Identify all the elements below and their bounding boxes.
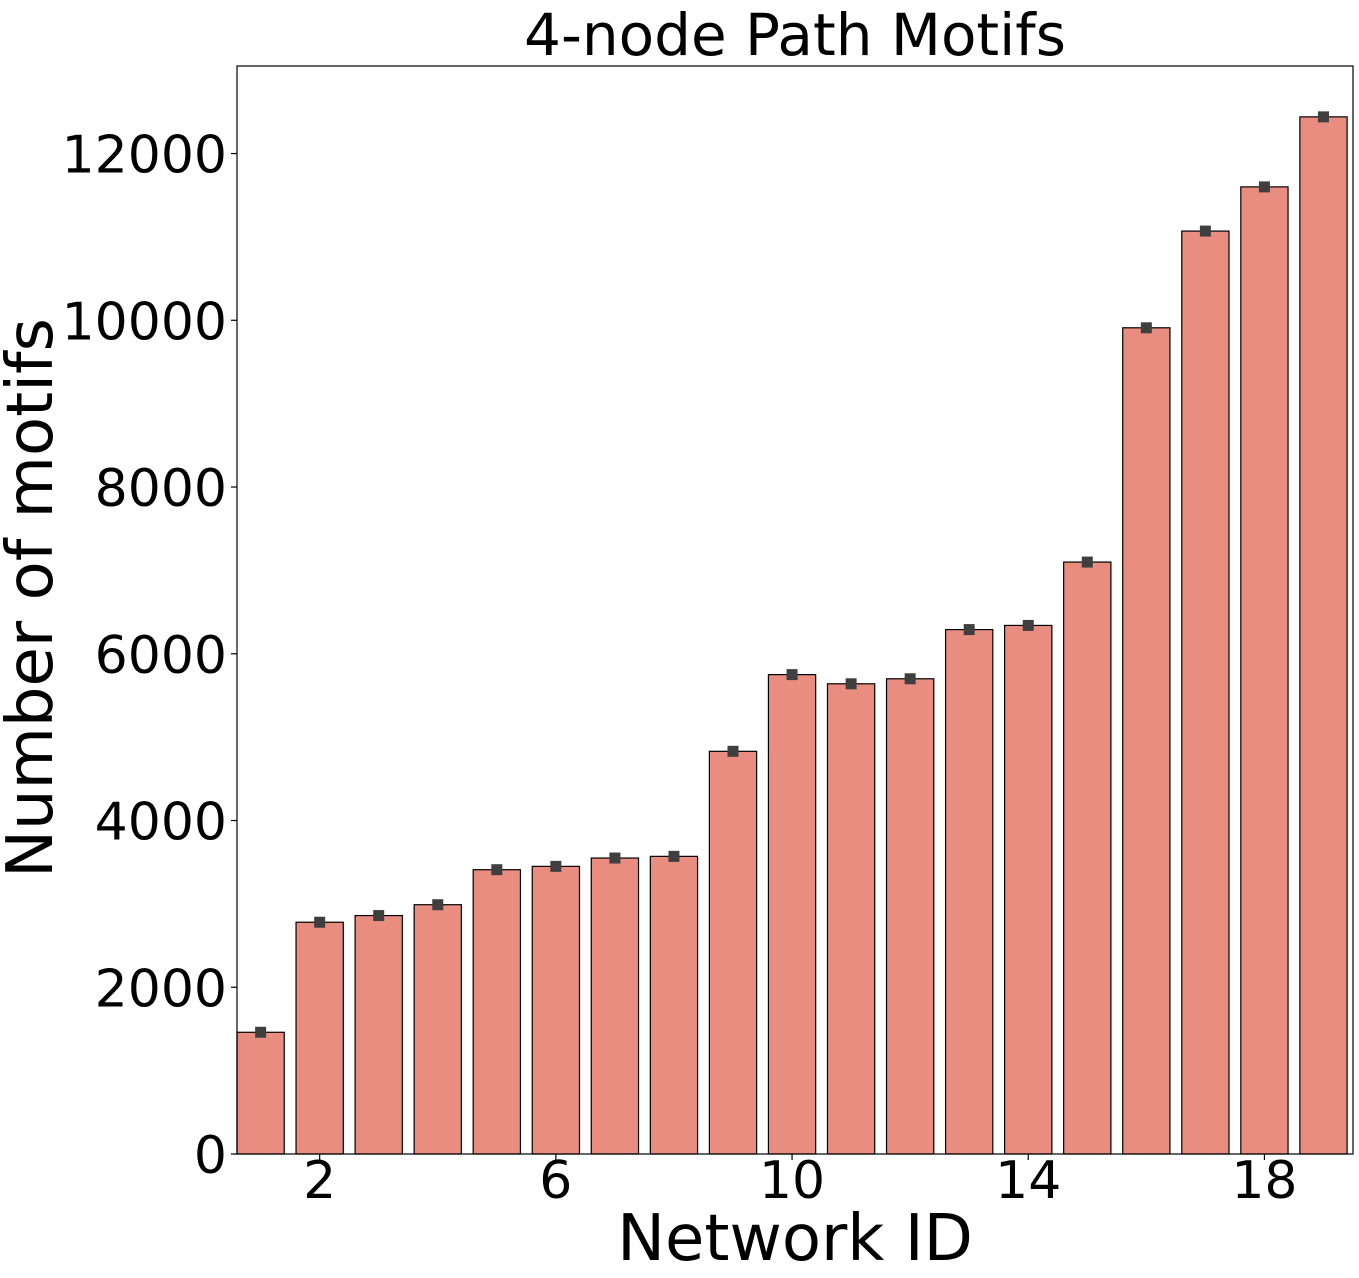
- bars-group: [236, 116, 1348, 1155]
- x-tick-label: 10: [759, 1151, 825, 1211]
- marker-3: [373, 910, 385, 922]
- y-axis-title: Number of motifs: [0, 318, 68, 878]
- y-axis: 0 2000 4000 6000 8000 10000 12000: [62, 126, 237, 1186]
- bar-10: [767, 674, 817, 1155]
- x-axis: 2 6 10 14 18: [303, 1151, 1297, 1211]
- x-tick-label: 18: [1231, 1151, 1297, 1211]
- marker-17: [1199, 225, 1211, 237]
- bar-7: [590, 857, 640, 1155]
- marker-8: [668, 850, 680, 862]
- x-tick-label: 2: [303, 1151, 336, 1211]
- marker-16: [1140, 322, 1152, 334]
- marker-9: [727, 745, 739, 757]
- bar-4: [413, 904, 462, 1155]
- marker-19: [1317, 111, 1329, 123]
- marker-18: [1258, 181, 1270, 193]
- marker-11: [845, 678, 857, 690]
- marker-13: [963, 624, 975, 636]
- bar-9: [708, 750, 758, 1155]
- y-tick-label: 12000: [62, 126, 227, 186]
- bar-5: [472, 869, 522, 1155]
- bar-11: [826, 683, 876, 1155]
- y-tick-label: 10000: [62, 292, 227, 352]
- marker-15: [1081, 556, 1093, 568]
- y-tick-label: 4000: [95, 793, 227, 853]
- y-tick-label: 6000: [95, 626, 227, 686]
- bar-8: [649, 855, 699, 1155]
- chart-title: 4-node Path Motifs: [524, 1, 1066, 69]
- y-tick-label: 0: [194, 1126, 227, 1186]
- markers-group: [255, 111, 1329, 1038]
- marker-14: [1022, 619, 1034, 631]
- plot-frame: [236, 65, 1354, 1155]
- bar-1: [236, 1031, 285, 1155]
- marker-2: [314, 916, 326, 928]
- bar-3: [354, 914, 403, 1155]
- x-tick-label: 14: [995, 1151, 1061, 1211]
- marker-12: [904, 673, 916, 685]
- x-tick-label: 6: [539, 1151, 572, 1211]
- bar-18: [1240, 186, 1289, 1155]
- bar-13: [944, 628, 994, 1155]
- bar-12: [885, 678, 935, 1155]
- marker-5: [491, 864, 503, 876]
- bar-2: [295, 921, 344, 1155]
- bar-14: [1004, 624, 1053, 1155]
- marker-1: [255, 1026, 267, 1038]
- x-axis-title: Network ID: [617, 1202, 973, 1276]
- bar-17: [1181, 230, 1230, 1155]
- y-tick-label: 2000: [95, 959, 227, 1019]
- marker-4: [432, 899, 444, 911]
- bar-6: [531, 865, 581, 1155]
- bar-19: [1299, 116, 1348, 1155]
- y-tick-label: 8000: [95, 459, 227, 519]
- bar-15: [1063, 561, 1112, 1155]
- marker-7: [609, 852, 621, 864]
- marker-6: [550, 860, 562, 872]
- marker-10: [786, 669, 798, 681]
- bar-16: [1122, 327, 1171, 1155]
